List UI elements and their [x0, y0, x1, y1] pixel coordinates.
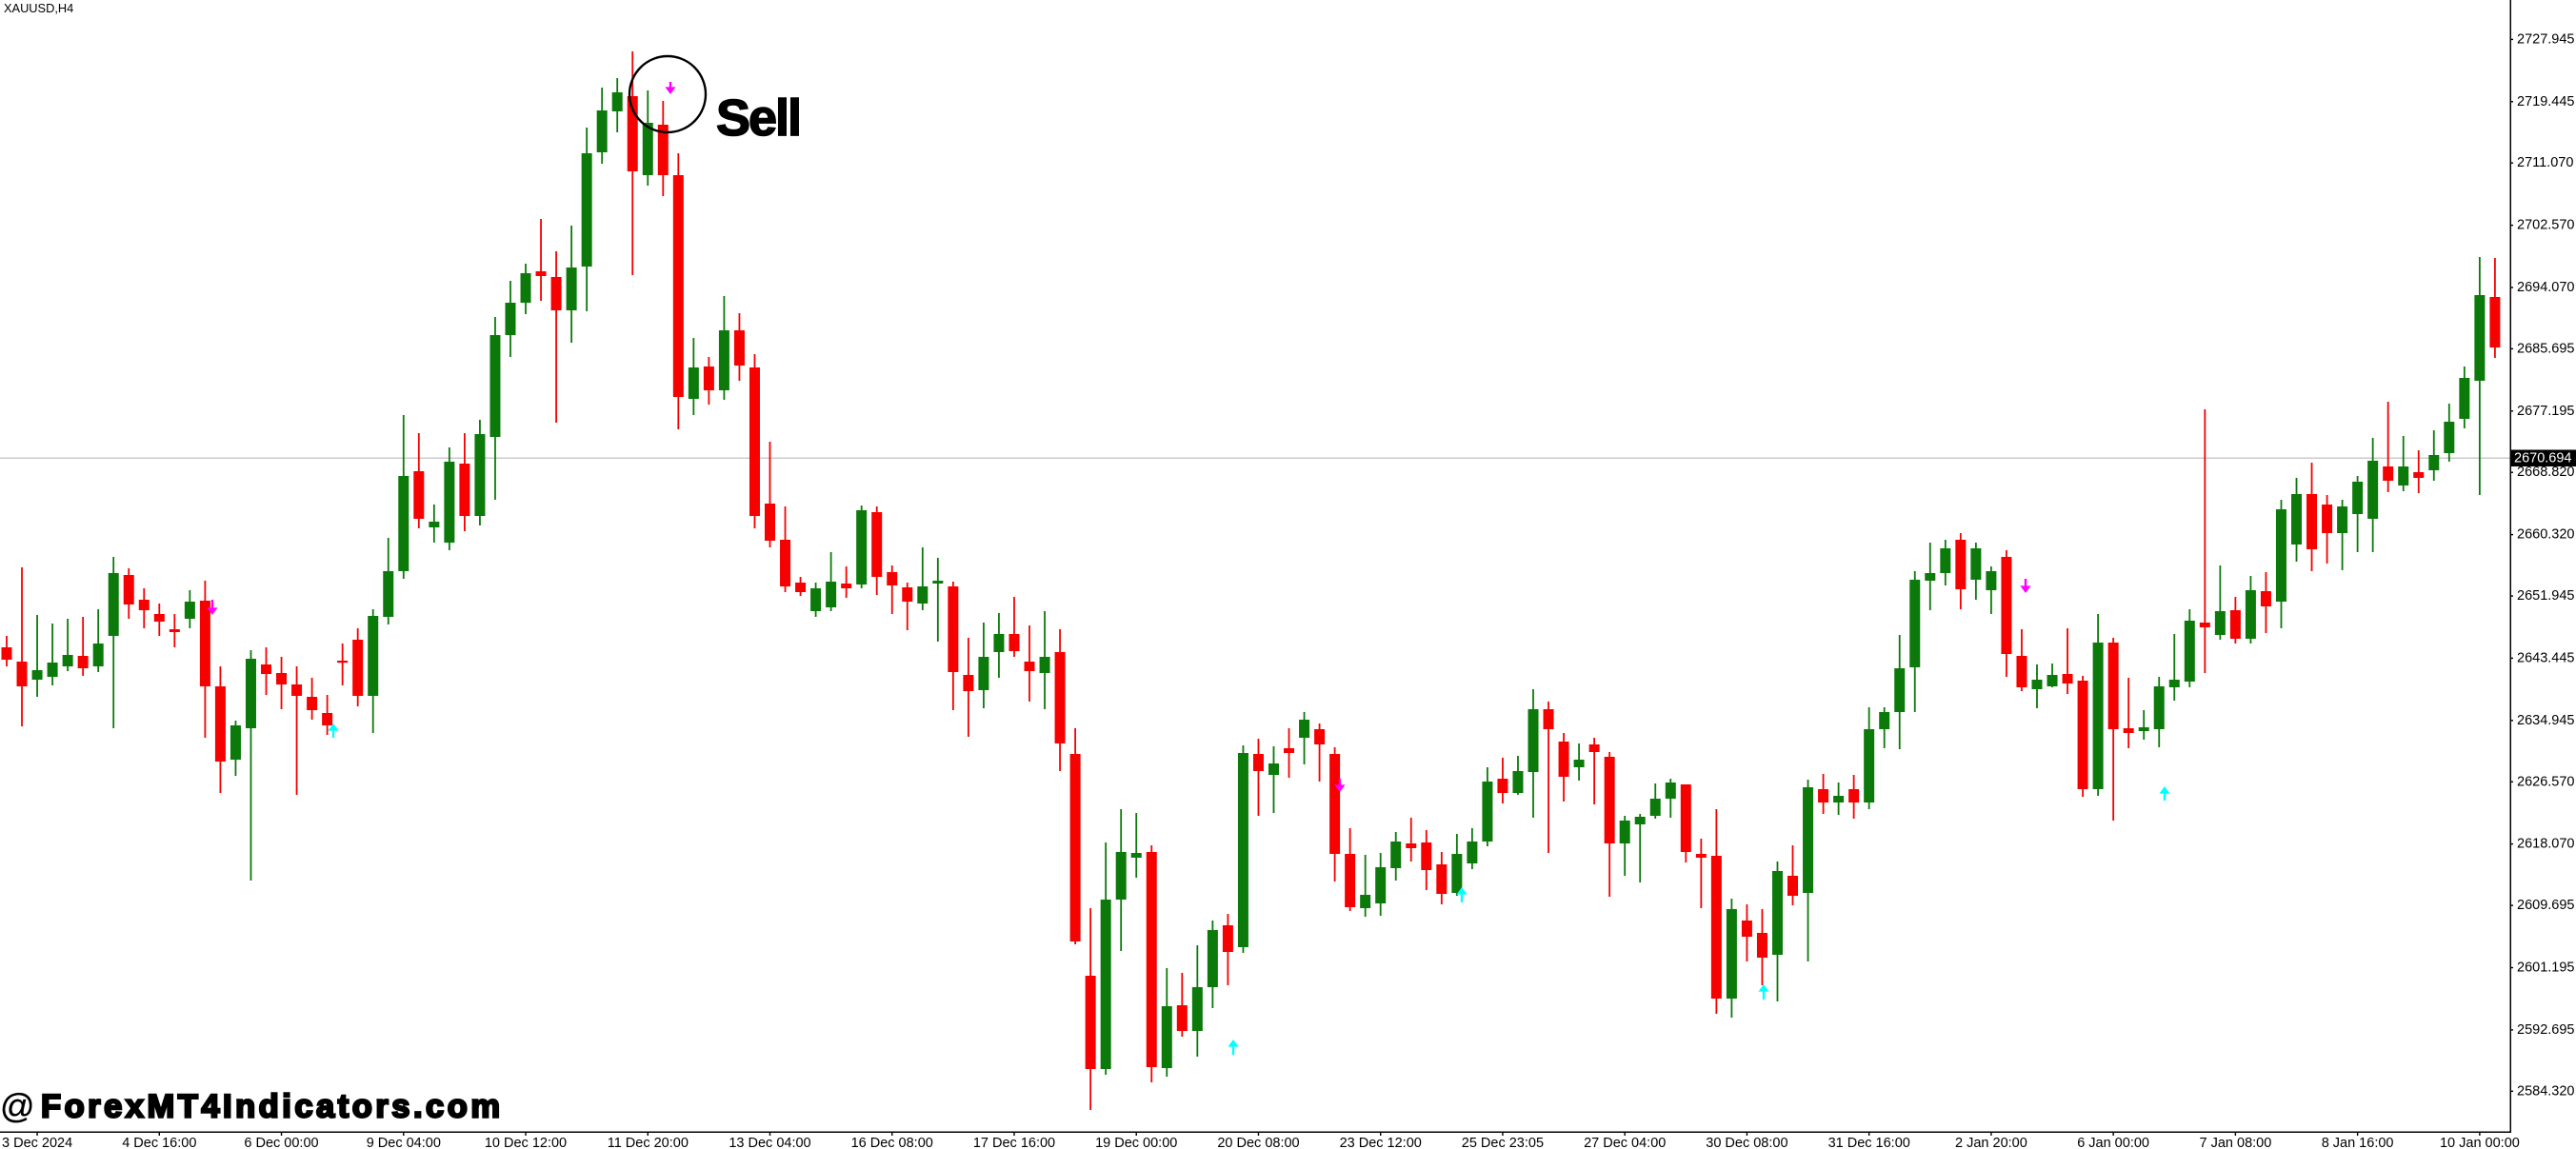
- svg-text:7 Jan 08:00: 7 Jan 08:00: [2200, 1136, 2272, 1149]
- svg-text:10 Jan 00:00: 10 Jan 00:00: [2440, 1136, 2520, 1149]
- svg-text:2634.945: 2634.945: [2517, 713, 2574, 728]
- svg-text:2618.070: 2618.070: [2517, 837, 2574, 852]
- svg-text:Sell: Sell: [716, 89, 802, 147]
- svg-text:23 Dec 12:00: 23 Dec 12:00: [1340, 1136, 1422, 1149]
- svg-text:2660.320: 2660.320: [2517, 527, 2574, 543]
- svg-text:2685.695: 2685.695: [2517, 341, 2574, 356]
- svg-text:2651.945: 2651.945: [2517, 588, 2574, 604]
- svg-text:2592.695: 2592.695: [2517, 1022, 2574, 1038]
- svg-text:2 Jan 20:00: 2 Jan 20:00: [1955, 1136, 2027, 1149]
- svg-text:ForexMT4Indicators.com: ForexMT4Indicators.com: [41, 1089, 500, 1125]
- svg-text:3 Dec 2024: 3 Dec 2024: [2, 1136, 72, 1149]
- svg-text:@: @: [0, 1086, 35, 1125]
- svg-text:2719.445: 2719.445: [2517, 94, 2574, 109]
- svg-text:8 Jan 16:00: 8 Jan 16:00: [2322, 1136, 2394, 1149]
- svg-text:27 Dec 04:00: 27 Dec 04:00: [1584, 1136, 1666, 1149]
- svg-text:19 Dec 00:00: 19 Dec 00:00: [1095, 1136, 1177, 1149]
- svg-text:2702.570: 2702.570: [2517, 218, 2574, 233]
- svg-text:XAUUSD,H4: XAUUSD,H4: [4, 1, 73, 15]
- svg-text:2711.070: 2711.070: [2517, 155, 2573, 170]
- svg-text:2609.695: 2609.695: [2517, 898, 2574, 913]
- svg-text:2677.195: 2677.195: [2517, 404, 2574, 419]
- svg-text:10 Dec 12:00: 10 Dec 12:00: [485, 1136, 567, 1149]
- svg-text:20 Dec 08:00: 20 Dec 08:00: [1217, 1136, 1299, 1149]
- svg-text:2694.070: 2694.070: [2517, 280, 2574, 295]
- svg-text:11 Dec 20:00: 11 Dec 20:00: [608, 1136, 689, 1149]
- svg-text:9 Dec 04:00: 9 Dec 04:00: [367, 1136, 441, 1149]
- svg-text:2668.820: 2668.820: [2517, 465, 2574, 480]
- svg-text:6 Jan 00:00: 6 Jan 00:00: [2077, 1136, 2149, 1149]
- svg-text:17 Dec 16:00: 17 Dec 16:00: [973, 1136, 1055, 1149]
- svg-text:2584.320: 2584.320: [2517, 1083, 2574, 1099]
- svg-text:2601.195: 2601.195: [2517, 961, 2574, 976]
- svg-text:2727.945: 2727.945: [2517, 31, 2574, 47]
- svg-text:4 Dec 16:00: 4 Dec 16:00: [122, 1136, 196, 1149]
- svg-text:25 Dec 23:05: 25 Dec 23:05: [1462, 1136, 1544, 1149]
- svg-text:2670.694: 2670.694: [2514, 451, 2571, 466]
- svg-text:2643.445: 2643.445: [2517, 650, 2574, 665]
- svg-text:16 Dec 08:00: 16 Dec 08:00: [851, 1136, 933, 1149]
- svg-text:31 Dec 16:00: 31 Dec 16:00: [1828, 1136, 1910, 1149]
- svg-text:6 Dec 00:00: 6 Dec 00:00: [244, 1136, 318, 1149]
- svg-text:2626.570: 2626.570: [2517, 774, 2574, 789]
- svg-text:13 Dec 04:00: 13 Dec 04:00: [729, 1136, 810, 1149]
- svg-text:30 Dec 08:00: 30 Dec 08:00: [1706, 1136, 1787, 1149]
